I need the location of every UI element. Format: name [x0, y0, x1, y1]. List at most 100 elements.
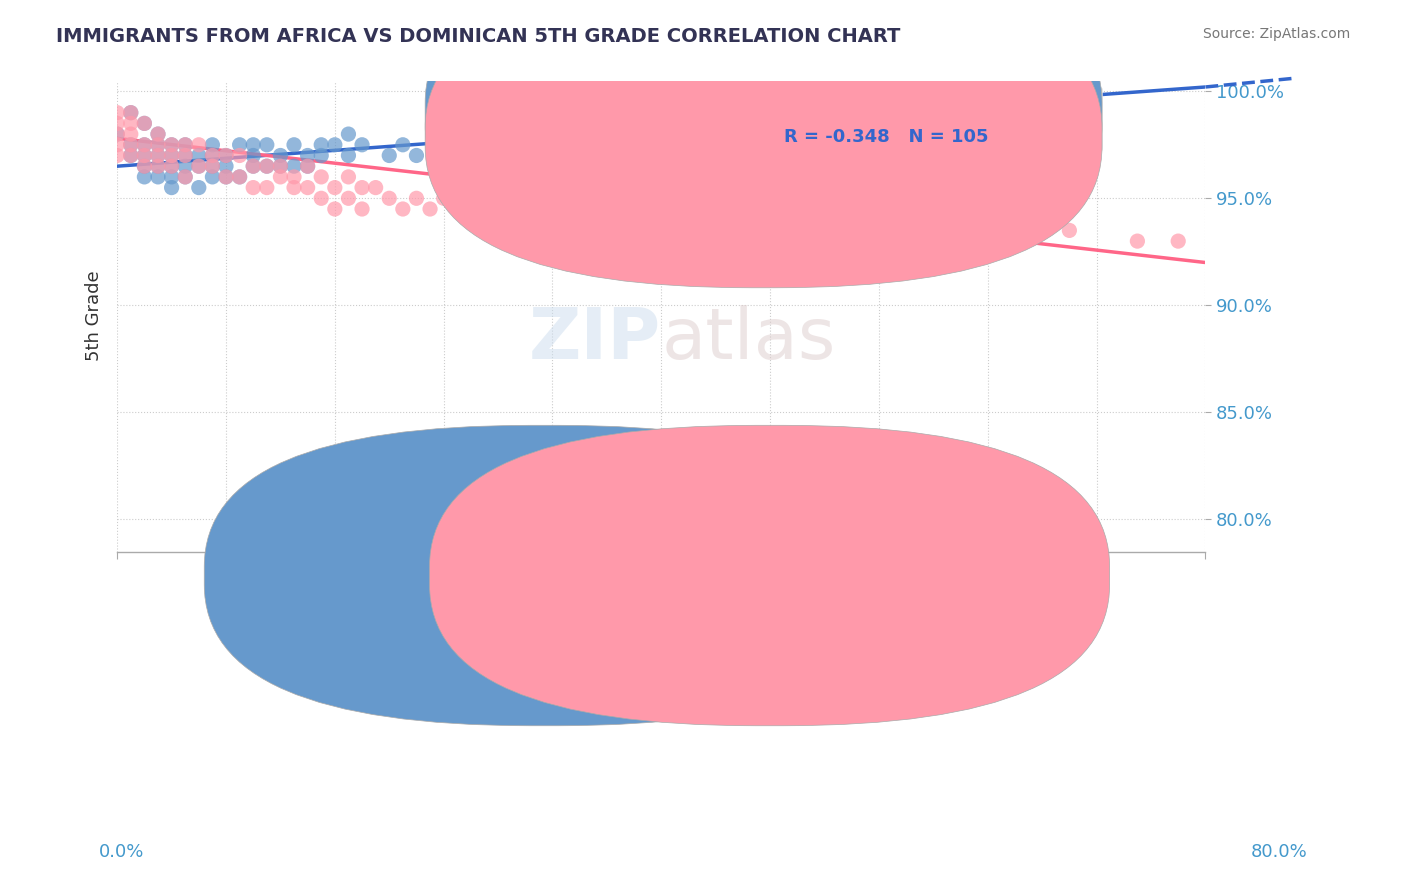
Point [678, 137, 700, 152]
Point [187, 180, 209, 194]
Point [963, 223, 986, 237]
Point [405, 191, 427, 205]
Point [759, 244, 782, 259]
Point [146, 148, 169, 162]
Point [215, 169, 238, 184]
Point [160, 180, 183, 194]
Y-axis label: 5th Grade: 5th Grade [86, 271, 103, 361]
Point [283, 159, 305, 173]
Point [120, 116, 142, 130]
Point [378, 191, 401, 205]
Point [242, 159, 264, 173]
Point [187, 148, 209, 162]
Point [120, 137, 142, 152]
Point [201, 159, 224, 173]
Point [174, 148, 197, 162]
Point [105, 148, 128, 162]
Point [174, 159, 197, 173]
Point [134, 159, 156, 173]
Point [256, 159, 278, 173]
Point [555, 137, 578, 152]
Point [460, 191, 482, 205]
Point [269, 159, 291, 173]
Text: 0.0%: 0.0% [98, 843, 143, 861]
Point [515, 137, 537, 152]
Point [215, 159, 238, 173]
Point [160, 137, 183, 152]
Point [160, 159, 183, 173]
Point [242, 159, 264, 173]
FancyBboxPatch shape [425, 0, 1102, 267]
Point [309, 169, 332, 184]
Point [297, 180, 319, 194]
Point [160, 148, 183, 162]
Point [486, 212, 509, 227]
Point [201, 148, 224, 162]
Point [283, 137, 305, 152]
Point [174, 137, 197, 152]
Point [187, 137, 209, 152]
Point [283, 169, 305, 184]
Point [596, 212, 619, 227]
Point [242, 137, 264, 152]
Point [105, 127, 128, 141]
Point [433, 191, 456, 205]
Point [187, 159, 209, 173]
Point [134, 116, 156, 130]
Point [120, 105, 142, 120]
Text: atlas: atlas [661, 305, 835, 374]
Point [323, 180, 346, 194]
Point [364, 180, 387, 194]
Point [215, 169, 238, 184]
Point [337, 191, 360, 205]
Text: 80.0%: 80.0% [1251, 843, 1308, 861]
Point [120, 148, 142, 162]
Text: R =   0.186   N =  88: R = 0.186 N = 88 [785, 104, 988, 122]
Point [309, 191, 332, 205]
Point [949, 137, 972, 152]
FancyBboxPatch shape [204, 425, 884, 726]
Point [134, 116, 156, 130]
Point [134, 137, 156, 152]
Point [731, 137, 754, 152]
Text: ZIP: ZIP [529, 305, 661, 374]
Point [323, 202, 346, 216]
Point [378, 148, 401, 162]
Point [650, 137, 672, 152]
Point [120, 105, 142, 120]
Point [269, 148, 291, 162]
Point [596, 137, 619, 152]
Point [350, 180, 373, 194]
Point [105, 116, 128, 130]
Point [297, 159, 319, 173]
Point [337, 127, 360, 141]
Point [146, 159, 169, 173]
Point [623, 223, 645, 237]
Point [187, 159, 209, 173]
Point [350, 202, 373, 216]
Point [922, 137, 945, 152]
Point [201, 148, 224, 162]
Point [160, 159, 183, 173]
Point [146, 127, 169, 141]
Point [215, 148, 238, 162]
Point [146, 148, 169, 162]
Point [215, 148, 238, 162]
Point [146, 169, 169, 184]
Point [146, 137, 169, 152]
Text: Source: ZipAtlas.com: Source: ZipAtlas.com [1202, 27, 1350, 41]
Point [269, 159, 291, 173]
Point [419, 202, 441, 216]
Point [446, 202, 468, 216]
Point [146, 127, 169, 141]
Point [474, 148, 496, 162]
Point [160, 137, 183, 152]
Point [309, 137, 332, 152]
Point [704, 223, 727, 237]
Point [105, 127, 128, 141]
Point [650, 212, 672, 227]
Point [160, 148, 183, 162]
Point [1059, 512, 1081, 526]
Point [678, 223, 700, 237]
Point [283, 180, 305, 194]
